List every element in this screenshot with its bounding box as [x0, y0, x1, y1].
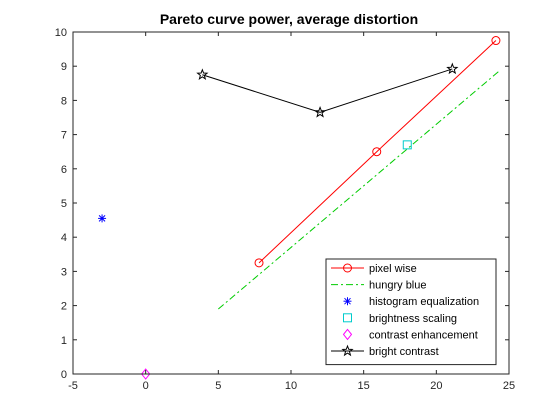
- series-line-bright-contrast: [202, 68, 453, 113]
- data-point-pixel-wise: [254, 258, 264, 268]
- legend-item-bright-contrast: bright contrast: [331, 344, 439, 358]
- legend: pixel wise hungry blue histogram equalizat…: [325, 258, 497, 366]
- y-tick-label: 9: [61, 61, 67, 73]
- legend-label: histogram equalization: [369, 296, 479, 308]
- y-tick-label: 2: [61, 301, 67, 313]
- data-point-pixel-wise: [372, 147, 382, 157]
- y-tick-label: 0: [61, 369, 67, 381]
- x-tick-label: -5: [68, 380, 78, 392]
- y-tick-label: 5: [61, 198, 67, 210]
- data-point-brightness-scaling: [402, 140, 412, 150]
- legend-box: [325, 258, 497, 366]
- data-point-bright-contrast: [313, 105, 327, 118]
- x-tick-label: 5: [215, 380, 221, 392]
- y-tick-label: 6: [61, 164, 67, 176]
- legend-marker: [341, 344, 354, 357]
- series-histogram-equalization: [98, 214, 107, 223]
- series-layer: [98, 36, 501, 380]
- data-point-bright-contrast: [196, 68, 209, 80]
- legend-item-pixel-wise: pixel wise: [331, 263, 417, 275]
- y-tick-label: 8: [61, 95, 67, 107]
- legend-label: bright contrast: [369, 346, 439, 358]
- data-point-pixel-wise: [491, 36, 501, 46]
- series-brightness-scaling: [402, 140, 412, 150]
- legend-label: contrast enhancement: [369, 329, 478, 341]
- series-contrast-enhancement: [141, 368, 151, 380]
- chart-title: Pareto curve power, average distortion: [160, 11, 418, 27]
- series-hungry-blue: [218, 70, 500, 310]
- legend-item-histogram-equalization: histogram equalization: [343, 296, 479, 308]
- legend-item-hungry-blue: hungry blue: [331, 280, 427, 292]
- data-point-contrast-enhancement: [141, 368, 151, 380]
- legend-label: hungry blue: [369, 280, 427, 292]
- legend-label: brightness scaling: [369, 313, 457, 325]
- x-tick-label: 10: [285, 380, 297, 392]
- y-tick-label: 10: [55, 27, 67, 39]
- y-tick-label: 7: [61, 130, 67, 142]
- y-tick-label: 3: [61, 266, 67, 278]
- x-tick-label: 15: [358, 380, 370, 392]
- y-tick-label: 1: [61, 335, 67, 347]
- legend-item-brightness-scaling: brightness scaling: [343, 313, 457, 325]
- x-tick-label: 0: [143, 380, 149, 392]
- legend-marker: [343, 297, 352, 306]
- y-tick-label: 4: [61, 232, 67, 244]
- legend-marker: [343, 263, 352, 273]
- x-tick-label: 25: [503, 380, 515, 392]
- data-point-bright-contrast: [446, 62, 459, 75]
- legend-item-contrast-enhancement: contrast enhancement: [342, 328, 478, 341]
- series-line-pixel-wise: [258, 40, 497, 264]
- legend-marker: [343, 313, 352, 323]
- legend-label: pixel wise: [369, 263, 417, 275]
- series-bright-contrast: [196, 62, 459, 118]
- legend-marker: [342, 328, 353, 341]
- series-line-hungry-blue: [218, 70, 500, 310]
- x-tick-label: 20: [430, 380, 442, 392]
- series-pixel-wise: [254, 36, 501, 268]
- data-point-histogram-equalization: [98, 214, 107, 223]
